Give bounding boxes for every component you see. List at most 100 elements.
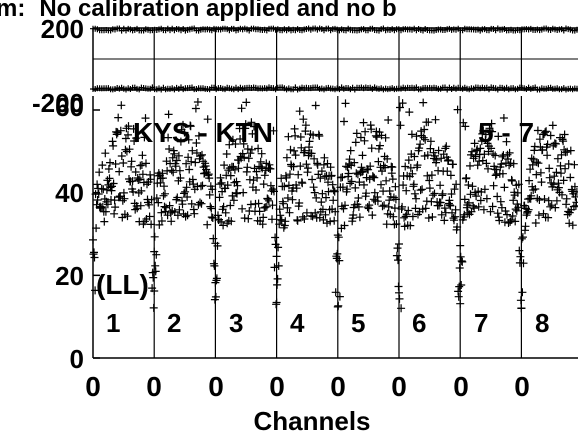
amplitude-point [145,200,154,209]
amplitude-point [119,159,128,167]
amplitude-point [508,176,517,185]
amplitude-point [284,181,293,190]
amplitude-point [484,164,492,173]
baseline-annotation: KYS - KTN [133,117,273,148]
amplitude-point [190,209,199,218]
amplitude-point [431,151,439,160]
amplitude-point [446,201,455,210]
amplitude-point [258,220,267,229]
amplitude-point [557,169,565,178]
amplitude-point [187,199,196,208]
amplitude-point [145,212,154,221]
amplitude-point [426,144,435,153]
amplitude-point [384,116,393,124]
amplitude-point [194,131,203,140]
amplitude-point [324,178,332,187]
amplitude-point [183,193,192,201]
amplitude-point [457,281,466,289]
amplitude-point [532,158,541,167]
amplitude-point [496,197,505,206]
amplitude-point [335,292,344,301]
amplitude-point [205,190,214,199]
amplitude-point [239,188,248,197]
amplitude-point [253,173,262,182]
amplitude-point [399,181,408,190]
amplitude-point [98,203,107,211]
amplitude-point [124,122,133,131]
amplitude-point [495,216,504,225]
amplitude-point [175,166,184,175]
amplitude-point [149,273,158,282]
amplitude-point [116,192,125,201]
amplitude-point [263,195,272,204]
amplitude-point [426,137,435,146]
amplitude-point [291,131,300,140]
amplitude-point [212,274,221,283]
amplitude-point [481,130,490,139]
amplitude-point [91,286,100,295]
amplitude-point [366,162,375,171]
amplitude-point [432,155,441,164]
amplitude-point [543,151,552,160]
amplitude-point [111,160,120,168]
amplitude-point [331,288,340,297]
amplitude-point [416,186,425,195]
amplitude-point [449,160,457,169]
amplitude-point [302,160,311,169]
amplitude-point [238,149,247,158]
amplitude-point [93,180,102,189]
amplitude-point [346,179,355,188]
amplitude-point [442,142,451,151]
amplitude-point [423,151,432,160]
amplitude-point [509,196,518,205]
amplitude-point [365,201,374,210]
amplitude-point [538,145,547,154]
amplitude-point [455,282,464,291]
amplitude-point [367,144,376,153]
amplitude-point [110,209,119,218]
amplitude-point [326,217,335,226]
amplitude-point [557,150,566,159]
amplitude-point [363,203,372,212]
amplitude-point [518,288,527,297]
amplitude-point [404,156,413,165]
amplitude-point [172,195,181,204]
amplitude-point [568,221,577,230]
amplitude-point [503,210,511,219]
phase-point-lower [574,85,578,92]
amplitude-point [425,176,434,185]
amplitude-point [186,122,195,131]
amplitude-point [300,146,309,155]
amplitude-point [419,133,428,142]
amplitude-point [351,138,360,147]
amplitude-point [300,215,309,223]
amplitude-point [304,164,312,173]
amplitude-point [340,117,348,126]
amplitude-point [411,204,420,213]
amplitude-point [480,185,489,194]
segment-label: 1 [106,308,120,338]
amplitude-point [274,261,283,270]
amplitude-point [462,174,471,182]
amplitude-point [406,221,415,230]
amplitude-point [311,101,320,110]
amplitude-point [291,151,300,160]
amplitude-point [310,188,319,197]
amplitude-point [274,243,283,252]
amplitude-point [561,164,570,173]
amplitude-point [308,175,317,184]
amplitude-point [310,154,319,163]
amplitude-point [299,115,308,124]
amplitude-point [311,208,320,217]
amplitude-point [383,154,392,163]
amplitude-point [436,198,445,207]
amplitude-point [351,183,360,192]
amplitude-point [488,127,497,136]
amplitude-point [89,235,97,244]
chart-title-text: No calibration applied and no b [39,0,396,22]
amplitude-point [347,177,356,186]
amplitude-point [247,145,256,154]
amplitude-point [216,173,225,182]
amplitude-point [360,136,369,145]
amplitude-point [231,140,240,148]
